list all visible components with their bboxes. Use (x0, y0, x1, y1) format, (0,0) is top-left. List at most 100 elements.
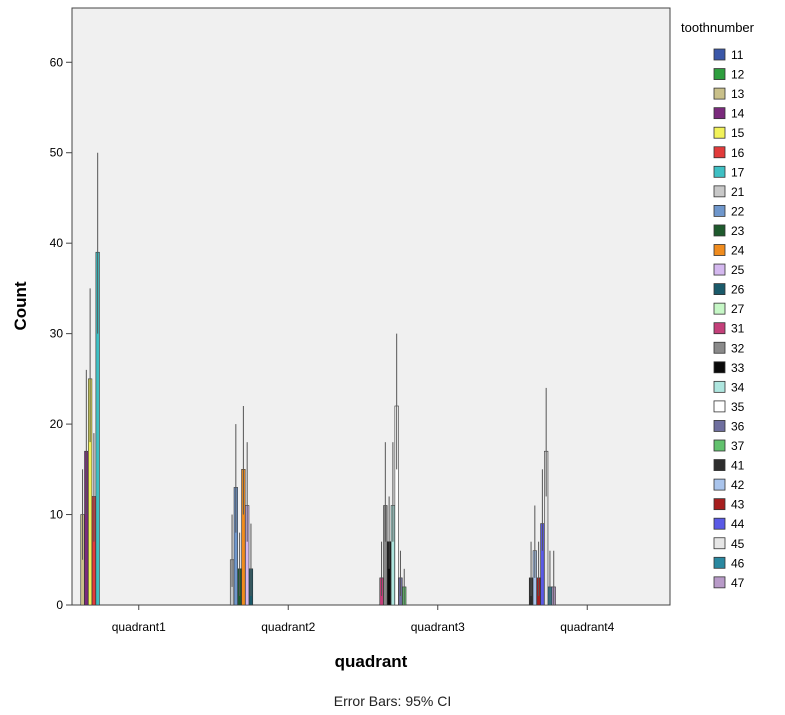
legend-swatch (713, 204, 726, 217)
x-tick-label: quadrant1 (112, 620, 166, 634)
y-tick-label: 60 (50, 55, 64, 69)
legend-label: 35 (731, 400, 745, 414)
legend-item-23: 23 (713, 224, 745, 238)
legend-label: 41 (731, 459, 745, 473)
legend-label: 22 (731, 204, 745, 218)
legend-swatch (713, 87, 726, 100)
legend-label: 26 (731, 283, 745, 297)
legend: toothnumber 11 12 13 14 15 16 17 21 22 23 24 25 26 27… (681, 20, 755, 590)
legend-label: 45 (731, 537, 745, 551)
legend-item-37: 37 (713, 439, 745, 453)
legend-label: 13 (731, 87, 745, 101)
legend-item-17: 17 (713, 165, 745, 179)
legend-label: 32 (731, 341, 745, 355)
legend-item-41: 41 (713, 459, 745, 473)
legend-item-42: 42 (713, 478, 745, 492)
legend-item-45: 45 (713, 537, 745, 551)
legend-label: 14 (731, 107, 745, 121)
legend-label: 27 (731, 302, 745, 316)
legend-swatch (713, 302, 726, 315)
legend-swatch (713, 517, 726, 530)
legend-label: 44 (731, 517, 745, 531)
legend-label: 37 (731, 439, 745, 453)
y-axis-title: Count (11, 281, 30, 330)
legend-item-25: 25 (713, 263, 745, 277)
y-tick-label: 0 (56, 598, 63, 612)
legend-label: 23 (731, 224, 745, 238)
legend-swatch (713, 556, 726, 569)
legend-item-22: 22 (713, 204, 745, 218)
legend-swatch (713, 68, 726, 80)
legend-swatch (713, 537, 726, 550)
legend-item-13: 13 (713, 87, 745, 101)
legend-item-31: 31 (713, 322, 745, 336)
legend-label: 34 (731, 380, 745, 394)
legend-item-21: 21 (713, 185, 745, 199)
legend-item-36: 36 (713, 419, 745, 433)
legend-swatch (713, 459, 726, 471)
y-tick-label: 20 (50, 417, 64, 431)
legend-item-11: 11 (713, 48, 744, 62)
x-axis-title: quadrant (335, 652, 408, 671)
legend-label: 15 (731, 126, 745, 140)
legend-item-14: 14 (713, 107, 745, 121)
y-tick-label: 50 (50, 146, 64, 160)
legend-swatch (713, 107, 726, 120)
legend-label: 47 (731, 576, 745, 590)
legend-item-27: 27 (713, 302, 745, 316)
legend-swatch (713, 185, 726, 198)
error-bars-note: Error Bars: 95% CI (333, 693, 452, 709)
legend-item-34: 34 (713, 380, 745, 394)
legend-item-26: 26 (713, 283, 745, 297)
x-tick-label: quadrant2 (261, 620, 315, 634)
legend-swatch (713, 498, 726, 511)
legend-swatch (713, 126, 726, 139)
x-tick-label: quadrant4 (560, 620, 614, 634)
legend-item-33: 33 (713, 361, 745, 375)
legend-label: 25 (731, 263, 745, 277)
y-axis: 0 10 20 30 40 50 60 (50, 8, 73, 612)
legend-label: 17 (731, 165, 745, 179)
legend-label: 31 (731, 322, 745, 336)
y-tick-label: 40 (50, 236, 64, 250)
legend-label: 43 (731, 498, 745, 512)
plot-area (71, 7, 671, 606)
legend-item-24: 24 (713, 244, 745, 258)
legend-swatch (713, 341, 726, 354)
legend-item-43: 43 (713, 498, 745, 512)
legend-label: 33 (731, 361, 745, 375)
legend-swatch (713, 576, 726, 589)
legend-swatch (713, 478, 726, 491)
legend-swatch (713, 244, 726, 256)
legend-item-47: 47 (713, 576, 745, 590)
bar-chart: 0 10 20 30 40 50 60 quadrant1 quadrant2 quadrant… (11, 7, 755, 671)
legend-swatch (713, 146, 726, 159)
legend-title: toothnumber (681, 20, 755, 35)
legend-item-44: 44 (713, 517, 745, 531)
legend-swatch (713, 400, 726, 413)
legend-item-12: 12 (713, 68, 745, 82)
legend-item-46: 46 (713, 556, 745, 570)
legend-swatch (713, 420, 726, 432)
legend-swatch (713, 224, 726, 237)
legend-label: 36 (731, 419, 745, 433)
legend-swatch (713, 380, 726, 393)
legend-item-32: 32 (713, 341, 745, 355)
x-tick-label: quadrant3 (411, 620, 465, 634)
legend-item-16: 16 (713, 146, 745, 160)
legend-swatch (713, 263, 726, 276)
legend-swatch (713, 283, 726, 296)
legend-label: 11 (731, 48, 744, 62)
legend-label: 16 (731, 146, 745, 160)
legend-item-15: 15 (713, 126, 745, 140)
y-tick-label: 10 (50, 508, 64, 522)
legend-label: 24 (731, 244, 745, 258)
legend-item-35: 35 (713, 400, 745, 414)
legend-swatch (713, 439, 726, 452)
legend-swatch (713, 165, 726, 178)
legend-swatch (713, 48, 726, 61)
error-bars-layer (82, 152, 555, 605)
legend-label: 21 (731, 185, 745, 199)
legend-swatch (713, 322, 726, 335)
y-tick-label: 30 (50, 327, 64, 341)
